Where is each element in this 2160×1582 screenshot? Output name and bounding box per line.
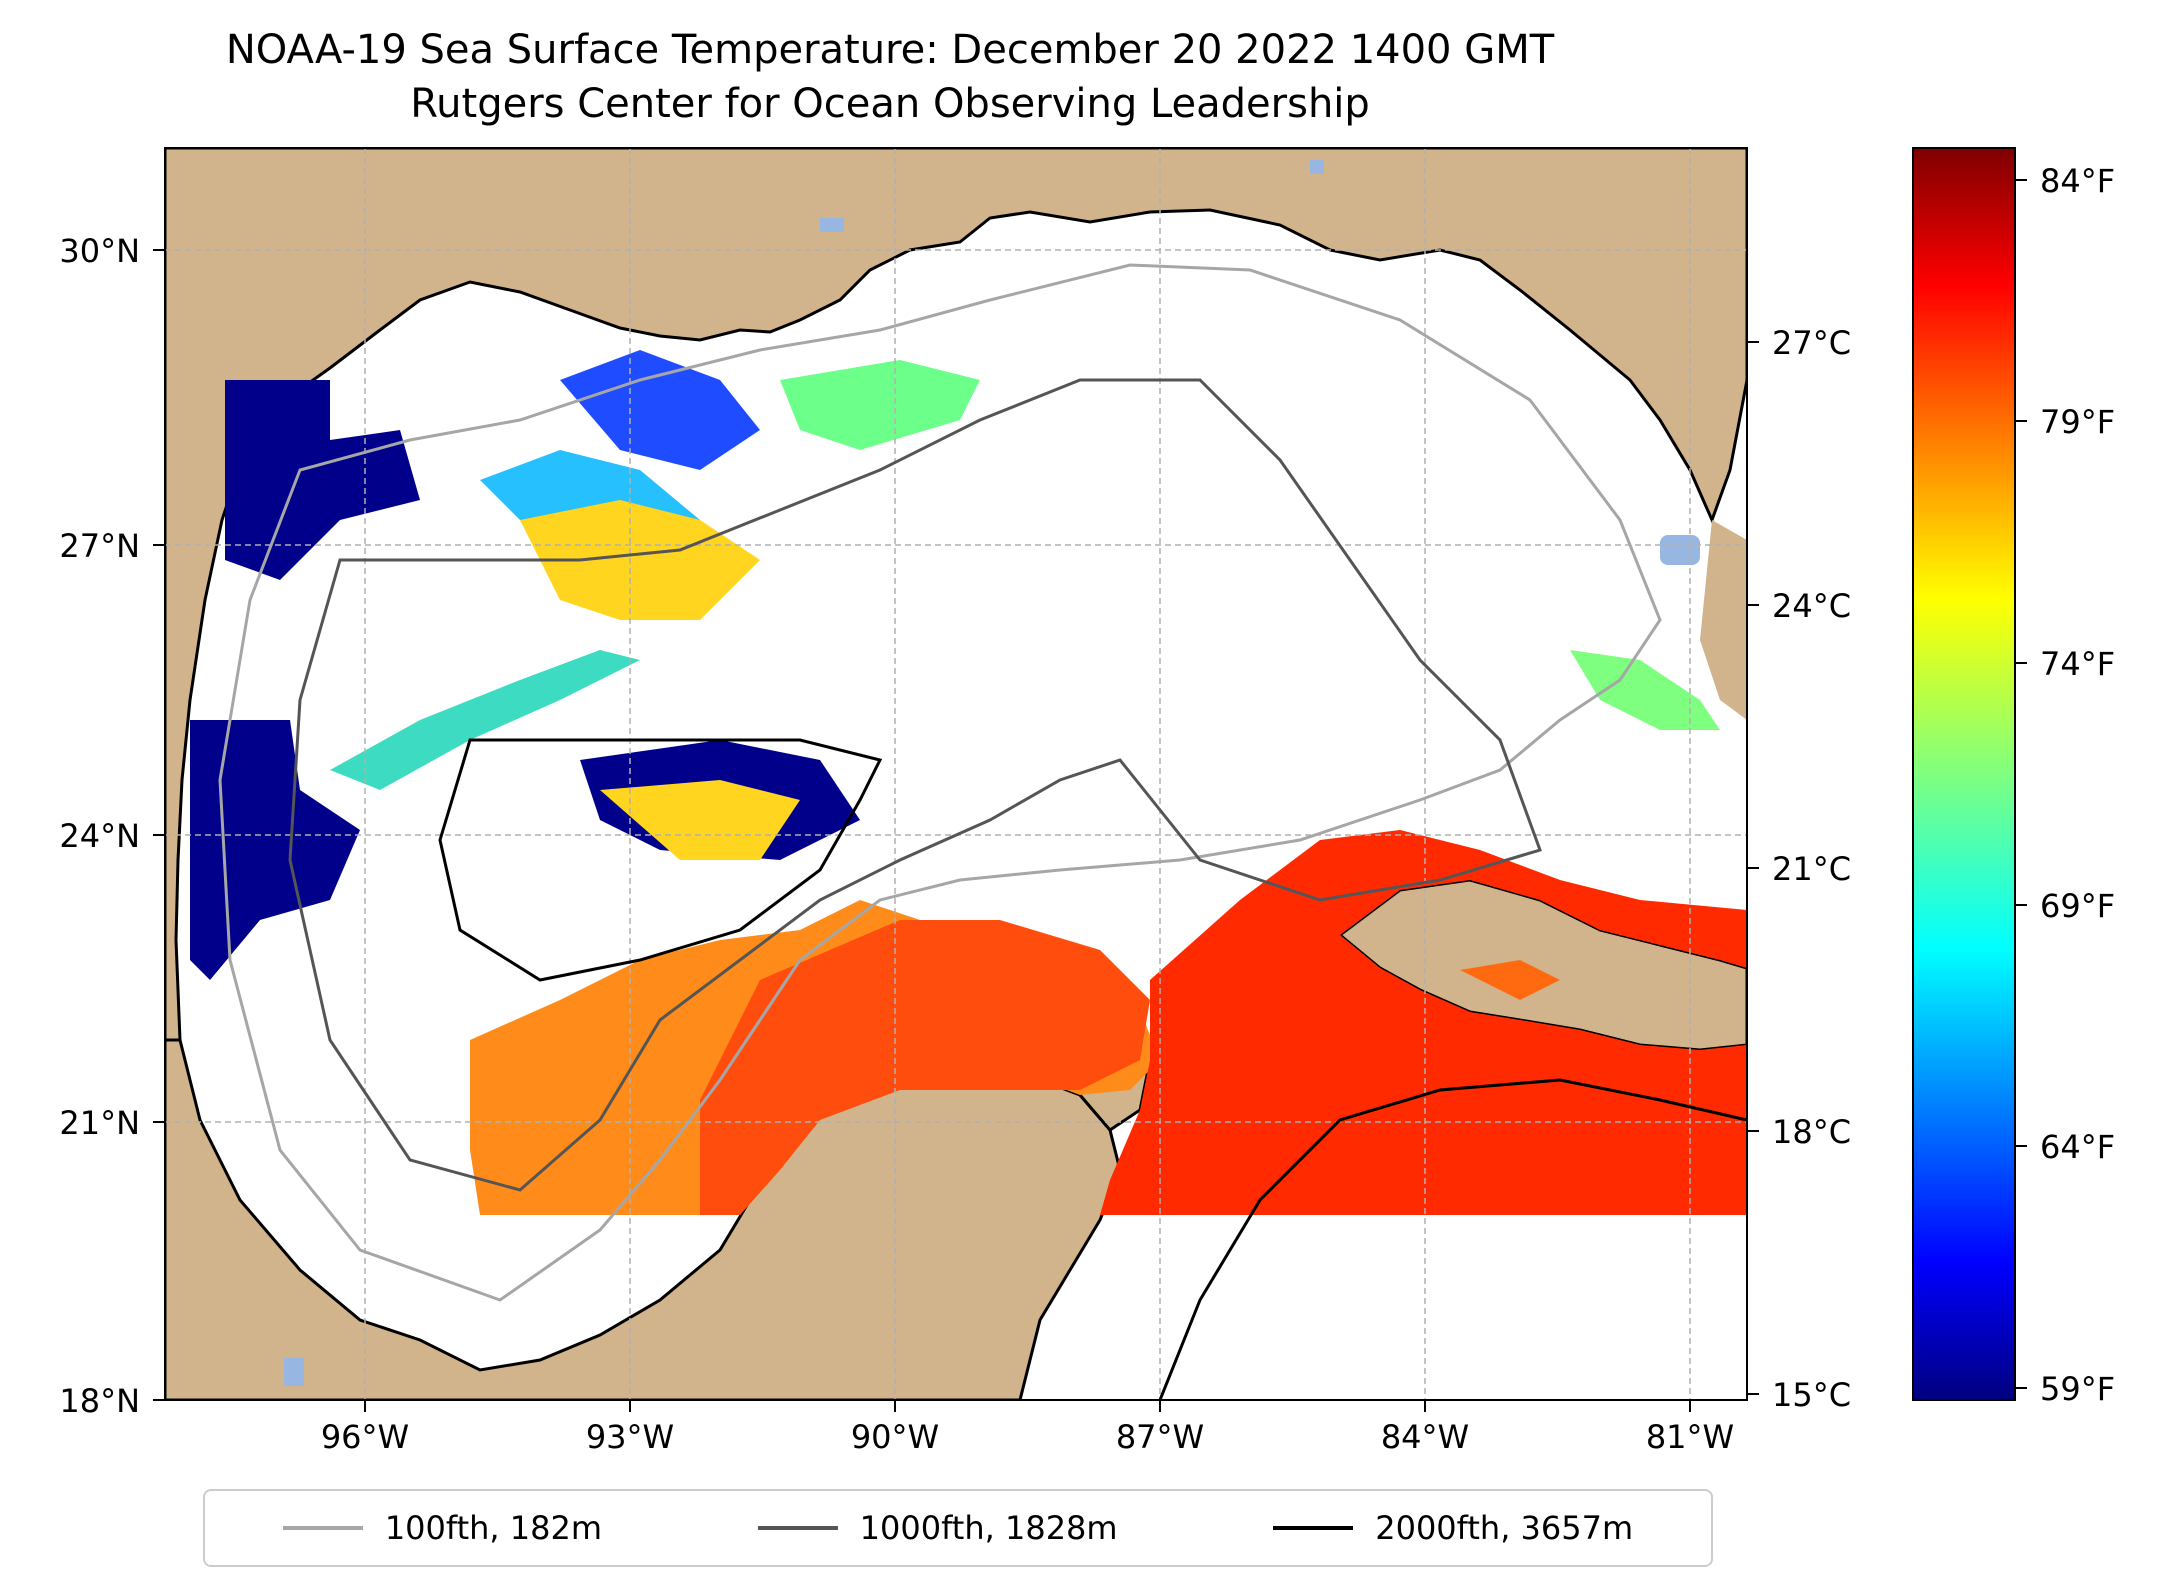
lake	[820, 218, 844, 232]
lon-label-90w: 90°W	[850, 1418, 940, 1456]
lake	[284, 1358, 304, 1386]
lon-label-84w: 84°W	[1380, 1418, 1470, 1456]
celsius-label-27: 27°C	[1772, 324, 1852, 362]
celsius-label-18: 18°C	[1772, 1113, 1852, 1151]
map-title: NOAA-19 Sea Surface Temperature: Decembe…	[225, 27, 1555, 73]
isobath-1000fth	[288, 378, 1542, 1192]
fahrenheit-label-59: 59°F	[2040, 1370, 2116, 1408]
land-florida-keys-region	[1700, 520, 1747, 720]
lon-label-87w: 87°W	[1115, 1418, 1205, 1456]
land-us-gulf-coast	[165, 148, 1747, 1042]
fahrenheit-label-69: 69°F	[2040, 887, 2116, 925]
legend-swatch-2000fth	[1273, 1526, 1354, 1530]
fahrenheit-label-79: 79°F	[2040, 403, 2116, 441]
legend-label-1000fth: 1000fth, 1828m	[859, 1509, 1118, 1547]
fahrenheit-label-64: 64°F	[2040, 1128, 2116, 1166]
isobath-2000fth-caribbean	[1158, 1078, 1747, 1400]
lake	[1310, 160, 1324, 174]
legend-item-100fth: 100fth, 182m	[282, 1509, 603, 1547]
map-subtitle: Rutgers Center for Ocean Observing Leade…	[410, 81, 1370, 127]
isobath-legend: 100fth, 182m 1000fth, 1828m 2000fth, 365…	[203, 1489, 1713, 1567]
isobath-100fth	[218, 263, 1662, 1302]
isobath-2000fth	[438, 738, 883, 982]
legend-item-1000fth: 1000fth, 1828m	[757, 1509, 1118, 1547]
lake	[1660, 535, 1700, 565]
map-frame	[164, 147, 1748, 1401]
fahrenheit-label-74: 74°F	[2040, 645, 2116, 683]
colorbar	[1912, 147, 2016, 1401]
lat-label-24n: 24°N	[59, 817, 140, 855]
lon-label-93w: 93°W	[585, 1418, 675, 1456]
legend-label-2000fth: 2000fth, 3657m	[1375, 1509, 1634, 1547]
legend-swatch-100fth	[282, 1526, 363, 1530]
legend-label-100fth: 100fth, 182m	[384, 1509, 603, 1547]
lon-label-81w: 81°W	[1645, 1418, 1735, 1456]
celsius-label-24: 24°C	[1772, 587, 1852, 625]
lon-label-96w: 96°W	[320, 1418, 410, 1456]
lat-label-21n: 21°N	[59, 1104, 140, 1142]
legend-item-2000fth: 2000fth, 3657m	[1273, 1509, 1633, 1547]
legend-swatch-1000fth	[757, 1526, 838, 1530]
sst-data-layer	[190, 350, 1747, 1215]
lat-label-18n: 18°N	[59, 1382, 140, 1420]
celsius-label-15: 15°C	[1772, 1376, 1852, 1414]
lat-label-27n: 27°N	[59, 527, 140, 565]
lat-label-30n: 30°N	[59, 232, 140, 270]
celsius-label-21: 21°C	[1772, 850, 1852, 888]
fahrenheit-label-84: 84°F	[2040, 162, 2116, 200]
